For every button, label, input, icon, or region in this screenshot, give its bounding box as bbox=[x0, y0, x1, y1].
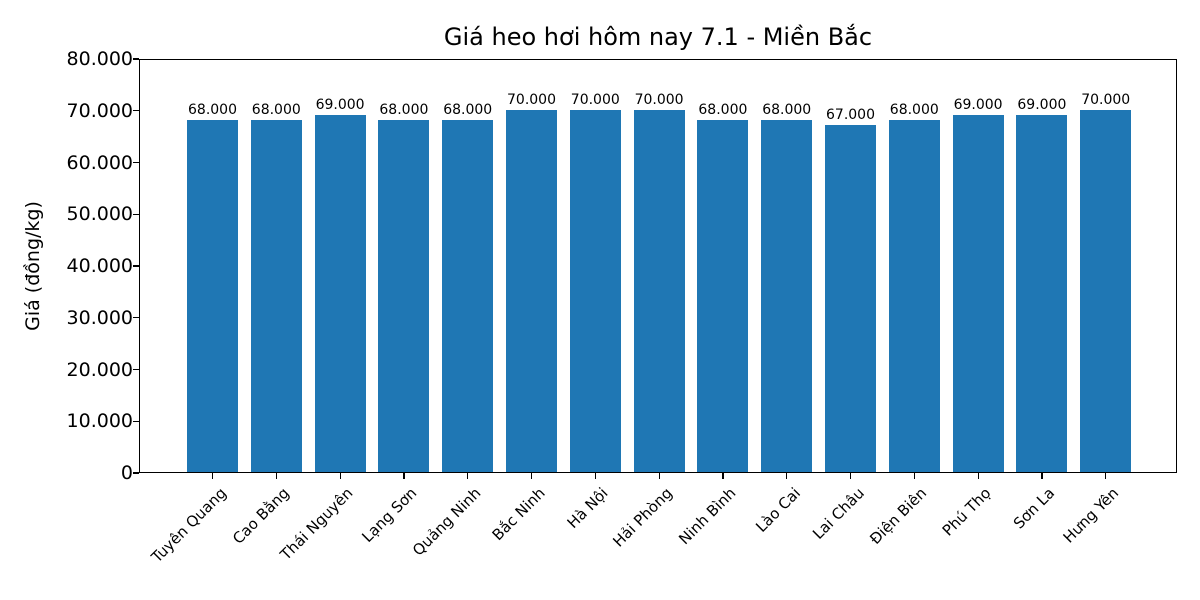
bar bbox=[888, 120, 940, 472]
bar bbox=[187, 120, 238, 472]
bar-value-label: 68.000 bbox=[379, 102, 429, 119]
bar bbox=[506, 109, 557, 472]
y-tick-label: 40.000 bbox=[66, 255, 133, 277]
x-tick-mark bbox=[211, 473, 214, 479]
x-tick-label: Bắc Ninh bbox=[488, 484, 549, 545]
y-tick-mark bbox=[133, 161, 139, 164]
y-tick-label: 60.000 bbox=[66, 151, 133, 174]
y-tick-label: 10.000 bbox=[66, 410, 133, 433]
x-tick-label: Ninh Bình bbox=[675, 484, 740, 549]
x-tick-mark bbox=[594, 473, 596, 479]
x-tick-label: Phú Thọ bbox=[938, 484, 995, 540]
x-tick-label: Lai Châu bbox=[808, 484, 868, 543]
x-tick-label: Quảng Ninh bbox=[408, 484, 485, 560]
x-tick-mark bbox=[849, 473, 852, 479]
bar bbox=[378, 120, 430, 472]
y-tick-label: 0 bbox=[120, 462, 133, 484]
x-tick-mark bbox=[1041, 473, 1043, 479]
bar-value-label: 68.000 bbox=[188, 102, 237, 119]
bar-value-label: 68.000 bbox=[443, 102, 493, 119]
y-tick-label: 30.000 bbox=[66, 306, 133, 329]
x-tick-label: Tuyên Quang bbox=[147, 484, 230, 567]
x-tick-label: Lào Cai bbox=[751, 484, 804, 536]
y-tick-mark bbox=[133, 472, 139, 474]
bar-value-label: 68.000 bbox=[251, 102, 301, 119]
bar-value-label: 69.000 bbox=[315, 96, 365, 113]
x-tick-mark bbox=[530, 473, 533, 479]
y-tick-mark bbox=[133, 110, 139, 112]
chart-title: Giá heo hơi hôm nay 7.1 - Miền Bắc bbox=[443, 23, 873, 51]
x-tick-mark bbox=[339, 473, 341, 479]
bar-value-label: 67.000 bbox=[826, 107, 875, 124]
bar-value-label: 70.000 bbox=[634, 91, 684, 108]
y-tick-label: 70.000 bbox=[66, 99, 133, 122]
bar-value-label: 68.000 bbox=[698, 102, 748, 119]
bar bbox=[952, 114, 1004, 472]
bar bbox=[1016, 114, 1068, 472]
bar-value-label: 68.000 bbox=[889, 102, 939, 119]
bar-value-label: 68.000 bbox=[762, 102, 812, 119]
y-tick-label: 20.000 bbox=[66, 358, 133, 381]
bar bbox=[761, 120, 813, 472]
y-tick-mark bbox=[133, 58, 139, 60]
y-axis-label: Giá (đồng/kg) bbox=[22, 201, 44, 331]
x-tick-mark bbox=[786, 473, 788, 479]
bar bbox=[1080, 109, 1132, 472]
y-tick-mark bbox=[133, 213, 139, 215]
bar-value-label: 69.000 bbox=[953, 96, 1003, 113]
x-tick-label: Lạng Sơn bbox=[358, 484, 421, 546]
x-tick-label: Cao Bằng bbox=[229, 484, 294, 548]
y-tick-mark bbox=[133, 265, 139, 267]
x-tick-label: Hải Phòng bbox=[609, 484, 676, 551]
y-tick-mark bbox=[133, 317, 139, 319]
x-tick-mark bbox=[275, 473, 277, 479]
x-tick-mark bbox=[467, 473, 469, 479]
x-tick-label: Hưng Yên bbox=[1059, 484, 1122, 547]
x-tick-label: Sơn La bbox=[1009, 484, 1059, 533]
plot-area: 68.000 68.000 69.000 68.000 68.000 70.000 70.0… bbox=[139, 59, 1177, 473]
x-tick-mark bbox=[658, 473, 660, 479]
bar-value-label: 70.000 bbox=[507, 91, 556, 108]
bar-value-label: 70.000 bbox=[570, 91, 620, 108]
x-tick-label: Hà Nội bbox=[563, 484, 612, 532]
bar bbox=[633, 109, 685, 472]
x-tick-mark bbox=[913, 473, 915, 479]
x-tick-mark bbox=[403, 473, 405, 479]
x-tick-label: Điện Biên bbox=[866, 484, 931, 548]
bar bbox=[569, 109, 621, 472]
y-tick-label: 80.000 bbox=[66, 48, 133, 70]
y-tick-mark bbox=[133, 420, 139, 422]
bar bbox=[442, 120, 494, 472]
bar-value-label: 70.000 bbox=[1081, 91, 1131, 108]
y-tick-label: 50.000 bbox=[66, 203, 133, 226]
x-tick-mark bbox=[977, 473, 979, 479]
x-tick-mark bbox=[722, 473, 724, 479]
bar-value-label: 69.000 bbox=[1017, 96, 1067, 113]
x-tick-mark bbox=[1105, 473, 1107, 479]
bar bbox=[314, 114, 366, 472]
bar bbox=[697, 120, 749, 472]
bar bbox=[250, 120, 302, 472]
bar bbox=[825, 125, 876, 472]
y-tick-mark bbox=[133, 368, 139, 371]
